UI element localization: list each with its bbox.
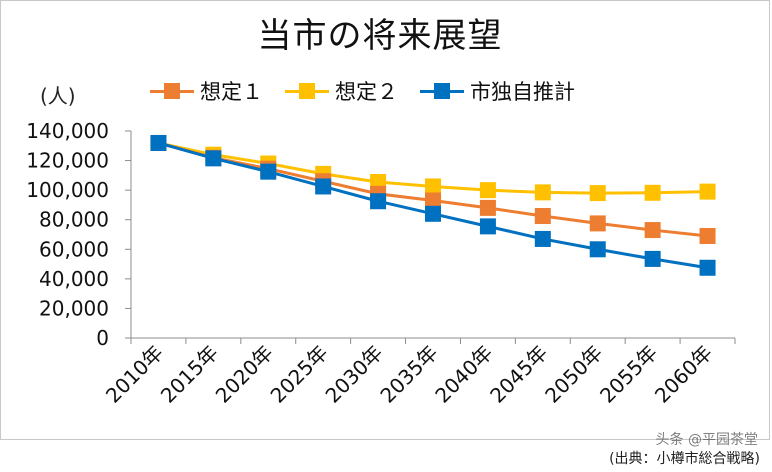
data-point-marker bbox=[425, 178, 441, 195]
x-tick-label: 2015年 bbox=[156, 341, 223, 408]
footer: 头条 @平园茶堂 (出典：小樽市総合戦略) bbox=[460, 432, 760, 468]
y-tick-label: 40,000 bbox=[39, 267, 109, 291]
data-point-marker bbox=[534, 230, 551, 247]
data-point-marker bbox=[589, 215, 606, 232]
y-tick-label: 80,000 bbox=[39, 208, 109, 232]
y-tick-label: 140,000 bbox=[26, 119, 109, 143]
legend-swatch-series-1 bbox=[150, 81, 194, 101]
data-point-marker bbox=[425, 192, 441, 209]
data-point-marker bbox=[260, 163, 277, 180]
data-point-marker bbox=[370, 193, 387, 210]
data-point-marker bbox=[589, 185, 606, 202]
data-point-marker bbox=[699, 227, 716, 244]
legend-label-series-1: 想定１ bbox=[200, 80, 263, 104]
y-axis-unit-label: (人) bbox=[40, 84, 76, 108]
x-tick-labels: 2010年2015年2020年2025年2030年2035年2040年2045年… bbox=[101, 341, 717, 408]
data-point-marker bbox=[479, 218, 496, 235]
x-tick-label: 2055年 bbox=[595, 341, 662, 408]
legend: 想定１ 想定２ 市独自推計 bbox=[150, 76, 575, 106]
chart-title: 当市の将来展望 bbox=[257, 16, 503, 56]
data-point-marker bbox=[205, 150, 222, 167]
data-point-marker bbox=[534, 208, 551, 225]
watermark-text: 头条 @平园茶堂 bbox=[655, 432, 758, 448]
legend-swatch-series-2 bbox=[285, 81, 329, 101]
x-tick-label: 2010年 bbox=[101, 341, 168, 408]
data-point-marker bbox=[699, 259, 716, 276]
data-point-marker bbox=[644, 184, 661, 201]
data-point-marker bbox=[479, 199, 496, 216]
data-point-marker bbox=[699, 183, 716, 200]
x-tick-label: 2040年 bbox=[430, 341, 497, 408]
data-point-marker bbox=[315, 178, 332, 195]
series-2 bbox=[150, 134, 716, 202]
legend-item-series-3: 市独自推計 bbox=[420, 76, 575, 106]
x-tick-label: 2050年 bbox=[540, 341, 607, 408]
series-group bbox=[150, 134, 716, 276]
legend-label-series-3: 市独自推計 bbox=[470, 80, 575, 104]
data-point-marker bbox=[644, 250, 661, 267]
source-note: (出典：小樽市総合戦略) bbox=[609, 451, 760, 467]
legend-item-series-2: 想定２ bbox=[285, 76, 398, 106]
y-tick-label: 0 bbox=[96, 326, 109, 350]
axes bbox=[125, 130, 736, 344]
x-tick-label: 2030年 bbox=[321, 341, 388, 408]
x-tick-label: 2020年 bbox=[211, 341, 278, 408]
legend-swatch-series-3 bbox=[420, 81, 464, 101]
y-tick-label: 120,000 bbox=[26, 149, 109, 173]
x-tick-label: 2025年 bbox=[266, 341, 333, 408]
x-tick-label: 2035年 bbox=[375, 341, 442, 408]
legend-label-series-2: 想定２ bbox=[335, 80, 398, 104]
data-point-marker bbox=[479, 182, 496, 199]
data-point-marker bbox=[150, 134, 167, 151]
y-tick-label: 60,000 bbox=[39, 237, 109, 261]
y-tick-label: 100,000 bbox=[26, 178, 109, 202]
legend-item-series-1: 想定１ bbox=[150, 76, 263, 106]
x-tick-label: 2045年 bbox=[485, 341, 552, 408]
data-point-marker bbox=[534, 184, 551, 201]
data-point-marker bbox=[589, 241, 606, 258]
y-tick-label: 20,000 bbox=[39, 296, 109, 320]
data-point-marker bbox=[644, 222, 661, 239]
y-tick-labels: 0 20,000 40,000 60,000 80,000 100,000 120,000 1… bbox=[26, 119, 109, 350]
data-point-marker bbox=[425, 205, 441, 222]
line-chart: 0 20,000 40,000 60,000 80,000 100,000 120,000 1… bbox=[26, 119, 736, 408]
series-3 bbox=[150, 134, 716, 276]
x-tick-label: 2060年 bbox=[650, 341, 717, 408]
